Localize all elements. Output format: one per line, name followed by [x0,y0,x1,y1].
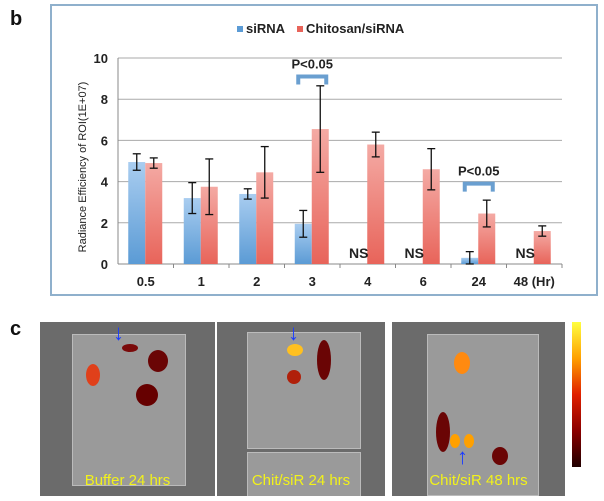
significance-label: P<0.05 [291,57,333,72]
bar-chitosan-sirna [422,169,440,264]
legend-swatch [237,26,243,32]
x-tick-label: 6 [420,274,427,289]
chart-frame [50,4,598,296]
arrow-icon: ↓ [113,322,124,345]
bar-chitosan-sirna [533,231,551,264]
bar-sirna [294,223,312,264]
panel-label-b: b [10,8,23,30]
legend-label: Chitosan/siRNA [306,21,405,36]
bar-chitosan-sirna [145,163,163,264]
x-tick-label: 4 [364,274,372,289]
y-tick-label: 4 [101,175,109,190]
image-chit-sir-48h: ↑ Chit/siR 48 hrs [392,322,565,496]
x-tick-label: 1 [198,274,205,289]
image-caption: Chit/siR 48 hrs [429,472,528,489]
ns-label: NS [349,245,368,261]
bar-chitosan-sirna [256,172,274,264]
y-tick-label: 6 [101,133,108,148]
color-scale-bar [572,322,581,467]
bar-sirna [239,193,257,264]
bar-sirna [128,162,146,264]
y-tick-label: 0 [101,257,108,272]
x-tick-label: 2 [253,274,260,289]
significance-bracket [296,74,329,85]
significance-bracket [462,181,495,192]
arrow-icon: ↑ [457,444,468,469]
significance-label: P<0.05 [458,164,500,179]
bar-sirna [183,198,201,264]
legend-swatch [297,26,303,32]
image-chit-sir-24h: ↓ Chit/siR 24 hrs [217,322,385,496]
bar-chitosan-sirna [478,213,496,264]
bar-chitosan-sirna [367,144,385,264]
y-axis-label: Radiance Efficiency of ROI(1E+07) [77,82,89,253]
y-tick-label: 8 [101,92,108,107]
y-tick-label: 2 [101,216,108,231]
x-tick-label: 0.5 [137,274,155,289]
x-tick-label: 3 [309,274,316,289]
panel-label-c: c [10,318,22,340]
image-buffer-24h: ↓ Buffer 24 hrs [40,322,215,496]
image-caption: Chit/siR 24 hrs [251,472,351,489]
image-caption: Buffer 24 hrs [84,472,171,489]
arrow-icon: ↓ [288,322,299,345]
x-tick-label: 24 [472,274,487,289]
ns-label: NS [405,245,424,261]
bar-chitosan-sirna [200,186,218,264]
y-tick-label: 10 [94,51,108,66]
bar-chitosan-sirna [311,129,329,264]
ns-label: NS [516,245,535,261]
legend-label: siRNA [246,21,286,36]
x-tick-label: 48 (Hr) [514,274,555,289]
